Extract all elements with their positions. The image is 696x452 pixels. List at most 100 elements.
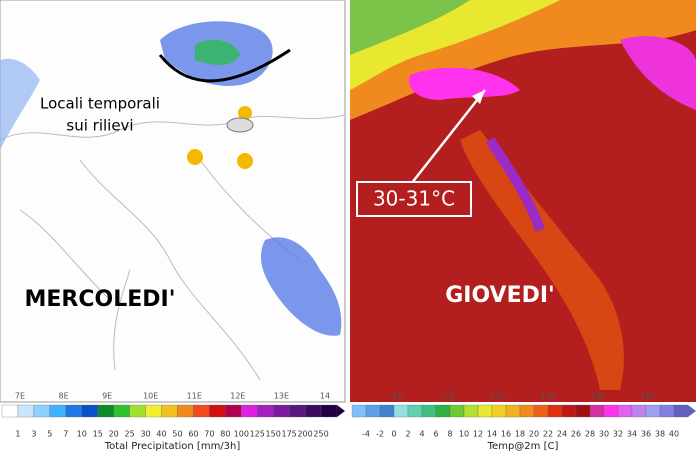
- lon-label: 13E: [274, 392, 289, 401]
- colorbar-label: 200: [297, 430, 312, 439]
- colorbar-swatch: [575, 404, 591, 418]
- colorbar-swatch: [97, 404, 114, 418]
- colorbar-swatch: [533, 404, 549, 418]
- lon-label: 12E: [230, 392, 245, 401]
- colorbar-swatch: [673, 404, 689, 418]
- colorbar-label: 18: [515, 430, 525, 439]
- colorbar-label: 2: [405, 430, 410, 439]
- colorbar-label: 60: [188, 430, 198, 439]
- colorbar-swatch: [519, 404, 535, 418]
- colorbar-arrow: [337, 405, 345, 417]
- colorbar-swatch: [561, 404, 577, 418]
- colorbar-label: 40: [669, 430, 679, 439]
- colorbar-arrow: [688, 405, 696, 417]
- colorbar-label: 20: [529, 430, 539, 439]
- day-label: GIOVEDI': [445, 283, 555, 308]
- colorbar-swatch: [435, 404, 451, 418]
- arrow-head: [472, 90, 485, 104]
- colorbar-swatch: [225, 404, 242, 418]
- rain-core: [195, 39, 240, 65]
- colorbar-label: 100: [234, 430, 249, 439]
- colorbar-label: 175: [282, 430, 297, 439]
- colorbar-swatch: [463, 404, 479, 418]
- colorbar-label: 7: [63, 430, 68, 439]
- colorbar-label: 30: [599, 430, 609, 439]
- sun-icons: [187, 106, 253, 169]
- colorbar-swatch: [407, 404, 423, 418]
- colorbar-label: 32: [613, 430, 623, 439]
- colorbar-swatch: [209, 404, 226, 418]
- colorbar-label: 24: [557, 430, 567, 439]
- colorbar-label: 125: [250, 430, 265, 439]
- colorbar-swatch: [379, 404, 395, 418]
- borders: [0, 114, 346, 381]
- colorbar-label: 5: [47, 430, 52, 439]
- colorbar-swatch: [81, 404, 98, 418]
- annotation: sui rilievi: [66, 117, 133, 135]
- colorbar-label: 0: [391, 430, 396, 439]
- colorbar-label: 150: [266, 430, 281, 439]
- colorbar-swatch: [631, 404, 647, 418]
- colorbar-label: 250: [313, 430, 328, 439]
- colorbar-swatch: [1, 404, 19, 418]
- colorbar-label: 30: [140, 430, 150, 439]
- lon-label: 8E: [393, 392, 403, 401]
- colorbar-swatch: [49, 404, 66, 418]
- colorbar-title: Temp@2m [C]: [487, 441, 559, 452]
- colorbar-label: 34: [627, 430, 637, 439]
- rain-area: [260, 237, 342, 336]
- colorbar-swatch: [288, 404, 306, 418]
- colorbar-swatch: [193, 404, 210, 418]
- lon-label: 10E: [143, 392, 158, 401]
- colorbar-label: 8: [447, 430, 452, 439]
- callout-box: [356, 181, 472, 217]
- colorbar-swatch: [449, 404, 465, 418]
- lon-label: 14E: [540, 392, 555, 401]
- colorbar-swatch: [17, 404, 35, 418]
- boundary-line: [158, 48, 291, 83]
- right-map: 30-31°C GIOVEDI': [350, 0, 696, 402]
- hot-area: [620, 36, 696, 110]
- colorbar-swatch: [320, 404, 338, 418]
- lon-label: 9E: [102, 392, 112, 401]
- colorbar-label: 28: [585, 430, 595, 439]
- colorbar-label: 1: [15, 430, 20, 439]
- lon-label: 18E: [640, 392, 655, 401]
- rain-area: [0, 58, 40, 150]
- colorbar-swatch: [505, 404, 521, 418]
- colorbar-swatch: [421, 404, 437, 418]
- colorbar-label: 4: [419, 430, 424, 439]
- colorbar-swatch: [547, 404, 563, 418]
- callout-text: 30-31°C: [373, 187, 455, 211]
- lon-label: 7E: [15, 392, 25, 401]
- callout-arrow: [399, 89, 486, 199]
- colorbar-label: 38: [655, 430, 665, 439]
- colorbar-label: 3: [31, 430, 36, 439]
- colorbar-label: -4: [362, 430, 370, 439]
- colorbar-label: 10: [77, 430, 87, 439]
- colorbar-swatch: [273, 404, 290, 418]
- colorbar-swatch: [617, 404, 633, 418]
- colorbar-swatch: [351, 404, 367, 418]
- colorbar-swatch: [477, 404, 493, 418]
- hot-area: [409, 67, 520, 100]
- colorbar-label: 10: [459, 430, 469, 439]
- colorbar-label: 15: [93, 430, 103, 439]
- colorbar-swatch: [304, 404, 322, 418]
- land-area: [485, 137, 545, 232]
- colorbar-label: 36: [641, 430, 651, 439]
- annotation: Locali temporali: [40, 95, 160, 113]
- colorbar-label: 25: [125, 430, 135, 439]
- colorbar-swatch: [645, 404, 661, 418]
- colorbar-label: 26: [571, 430, 581, 439]
- lon-label: 8E: [58, 392, 68, 401]
- colorbar-label: 14: [487, 430, 497, 439]
- day-label: MERCOLEDI': [25, 287, 176, 312]
- lon-label: 16E: [590, 392, 605, 401]
- colorbar-swatch: [145, 404, 162, 418]
- colorbar-swatch: [161, 404, 178, 418]
- colorbar-swatch: [393, 404, 409, 418]
- colorbar-label: 12: [473, 430, 483, 439]
- colorbar-swatch: [129, 404, 146, 418]
